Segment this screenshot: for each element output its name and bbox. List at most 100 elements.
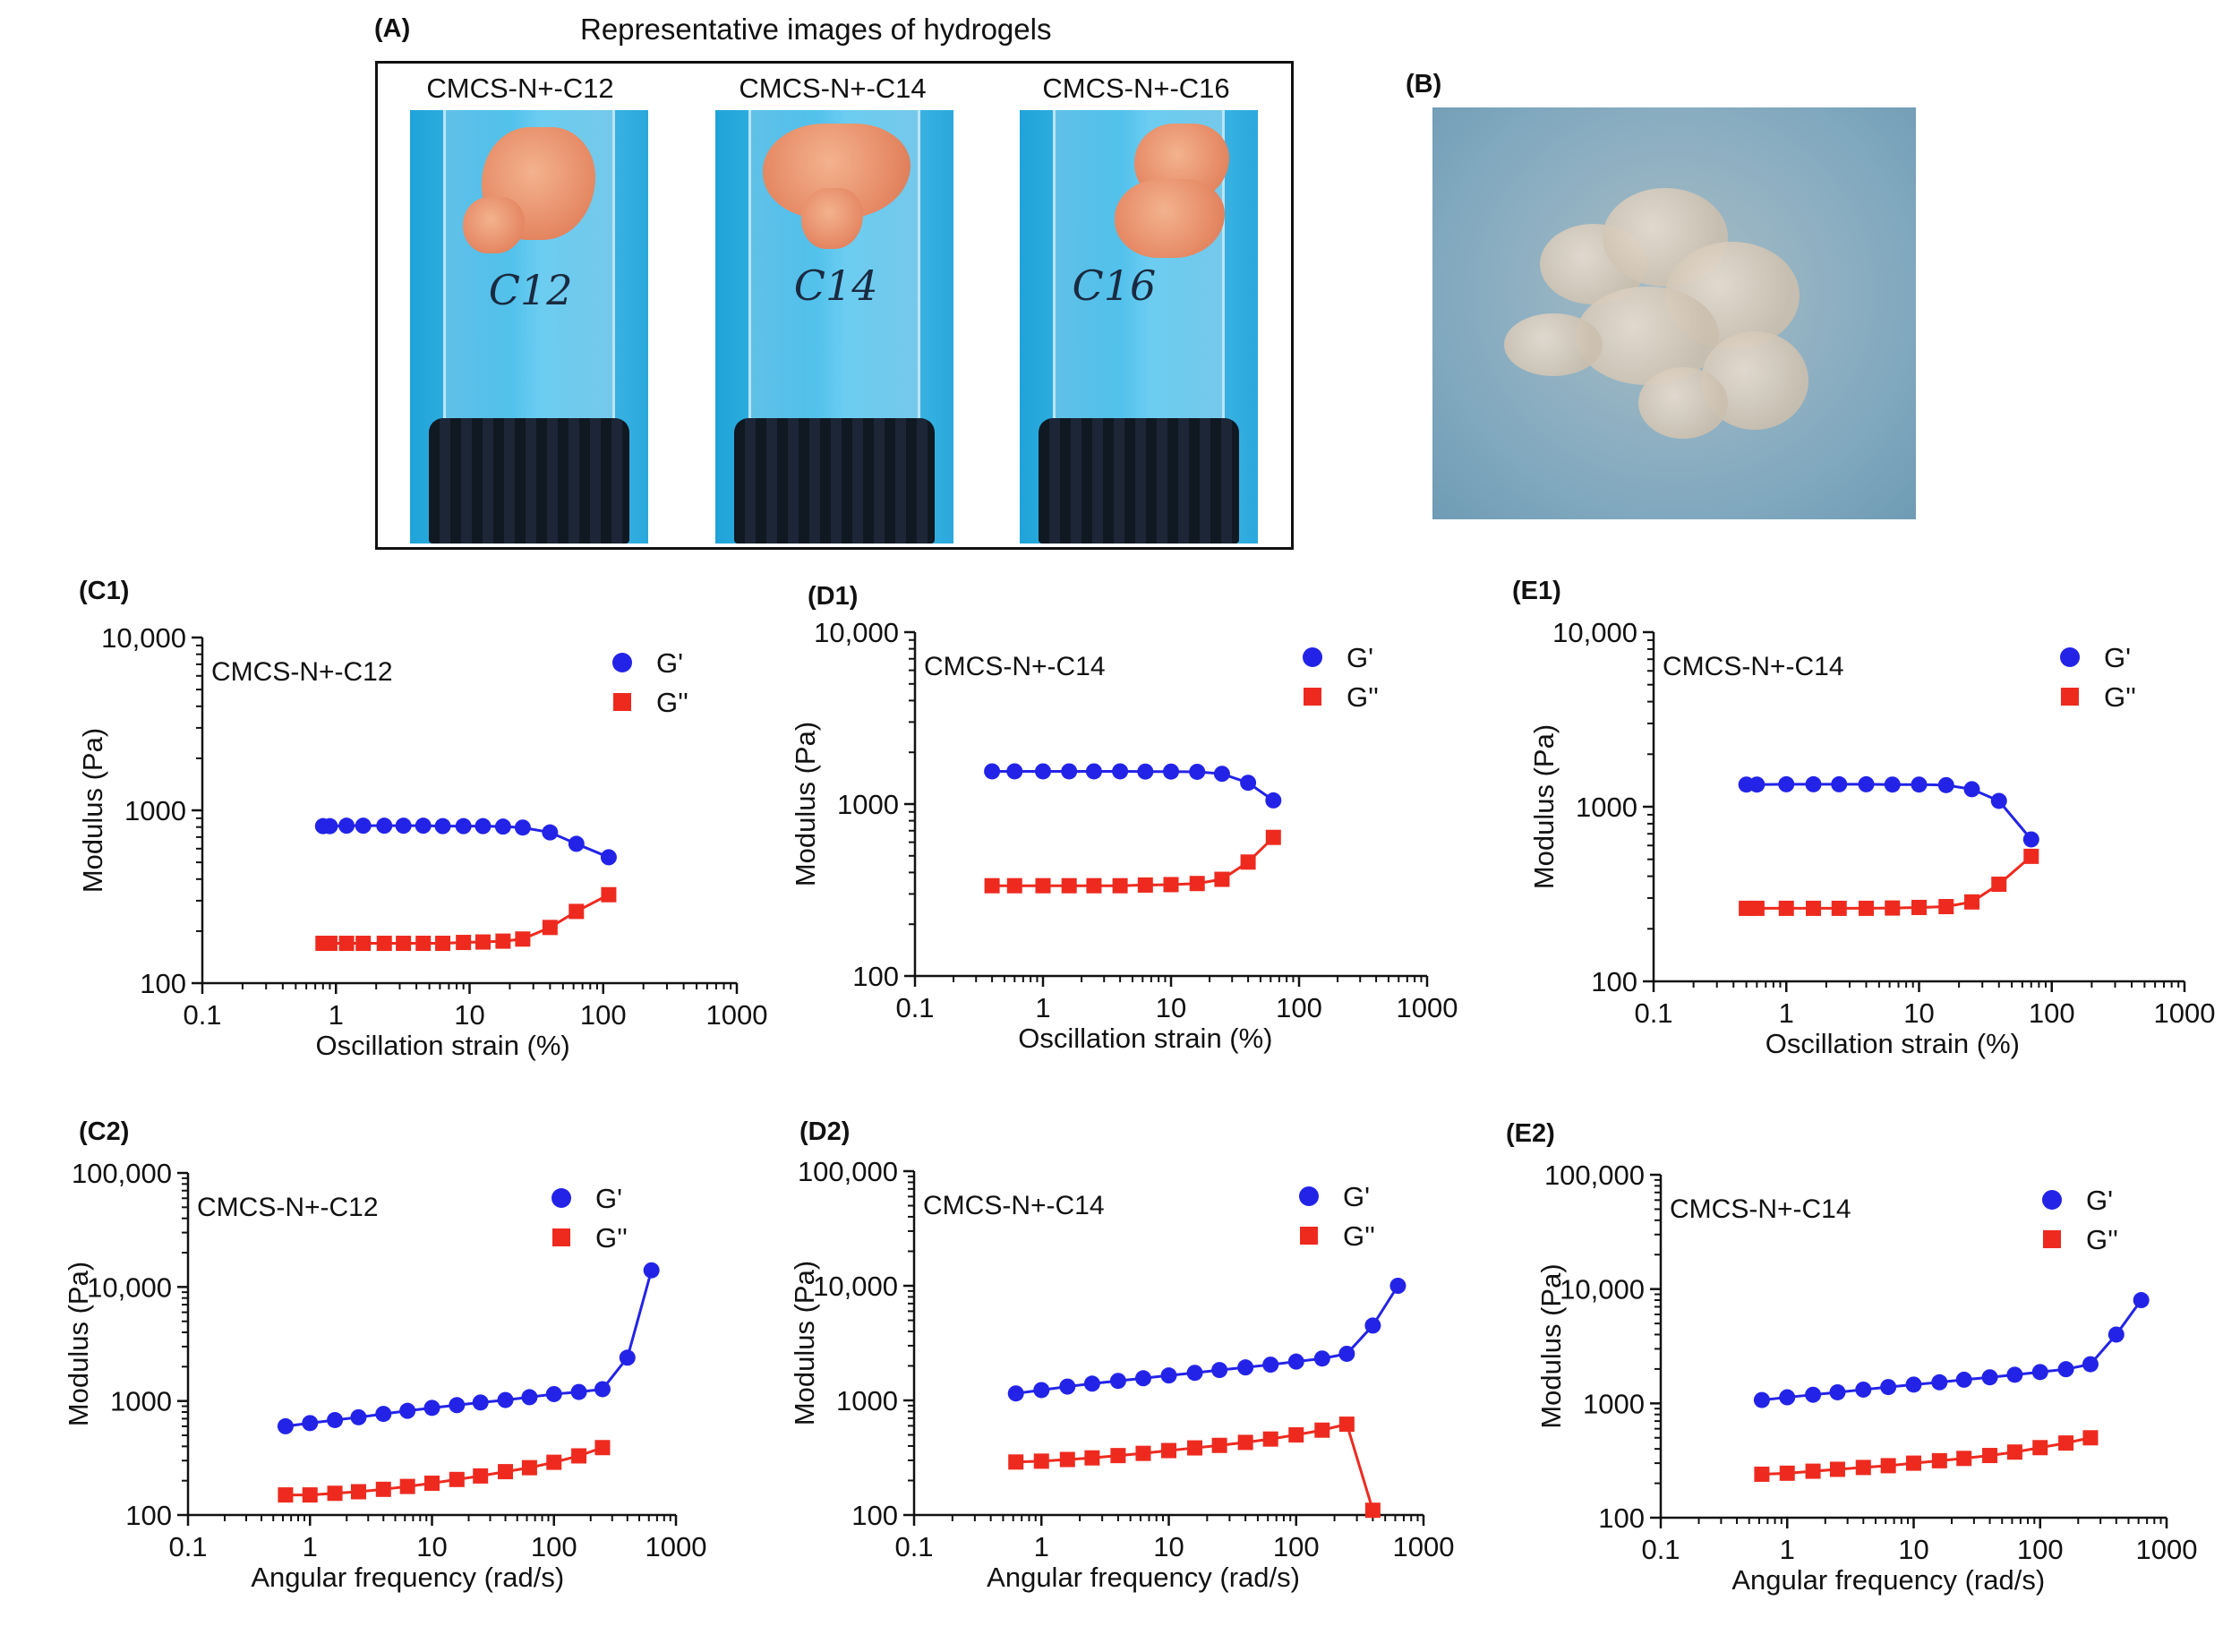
data-point	[1160, 1367, 1177, 1384]
data-point	[1237, 1359, 1254, 1376]
data-point	[542, 824, 559, 841]
data-point	[1061, 877, 1077, 894]
data-point	[302, 1487, 318, 1503]
data-point	[449, 1397, 466, 1414]
data-point	[1931, 1374, 1948, 1391]
legend-marker-circle	[612, 653, 632, 672]
x-tick-label: 1000	[706, 999, 768, 1031]
data-point	[1805, 1386, 1822, 1403]
data-point	[619, 1349, 636, 1366]
panel-e1-letter: (E1)	[1512, 577, 1561, 605]
chart-d1-strain-sweep: 0.1 1 10 100 1000 100 1000 10,000 Oscillation st…	[790, 617, 1458, 1054]
data-point	[2082, 1430, 2099, 1446]
x-tick-label: 10	[1898, 1534, 1928, 1565]
data-point	[350, 1484, 366, 1500]
data-point	[472, 1394, 489, 1411]
x-tick-label: 1	[1035, 992, 1050, 1023]
data-point	[1991, 877, 2007, 893]
data-point	[321, 936, 338, 952]
y-tick-label: 100	[852, 961, 899, 992]
x-tick-label: 1000	[1397, 992, 1458, 1023]
data-point	[1938, 899, 1954, 915]
data-point	[1213, 766, 1230, 783]
y-tick-label: 1000	[836, 1385, 898, 1417]
data-point	[497, 1391, 514, 1408]
data-point	[984, 763, 1001, 780]
y-tick-label: 1000	[124, 795, 186, 826]
data-point	[1806, 900, 1822, 916]
x-tick-label: 100	[1276, 992, 1322, 1023]
legend-label: G''	[595, 1222, 628, 1254]
x-tick-label: 100	[2029, 997, 2075, 1029]
y-tick-label: 100	[1591, 966, 1637, 997]
legend-marker-square	[1304, 688, 1321, 706]
data-point	[435, 936, 451, 952]
y-tick-label: 10,000	[813, 1271, 898, 1302]
y-axis-label: Modulus (Pa)	[63, 1262, 94, 1426]
chart-c2-frequency-sweep: 0.1 1 10 100 1000 100 1000 10,000 100,000 Angular…	[63, 1158, 706, 1593]
data-point	[1007, 1385, 1024, 1402]
data-point	[1956, 1451, 1972, 1467]
data-point	[1035, 877, 1051, 894]
data-point	[1110, 1448, 1126, 1464]
x-tick-label: 100	[1273, 1531, 1320, 1562]
panel-d1-letter: (D1)	[808, 582, 859, 611]
data-point	[1163, 763, 1179, 780]
y-tick-label: 100,000	[1544, 1160, 1645, 1191]
x-tick-label: 10	[1903, 997, 1934, 1029]
data-point	[1061, 763, 1078, 780]
data-point	[594, 1381, 611, 1398]
data-point	[1937, 776, 1954, 793]
panel-c1-letter: (C1)	[79, 577, 130, 605]
data-point	[2082, 1356, 2099, 1373]
y-axis-label: Modulus (Pa)	[790, 722, 821, 886]
x-tick-label: 1	[1780, 1534, 1795, 1565]
panel-e2-letter: (E2)	[1506, 1119, 1555, 1148]
data-point	[1189, 763, 1206, 780]
data-point	[1211, 1362, 1228, 1379]
legend-marker-square	[552, 1228, 570, 1246]
data-point	[1313, 1350, 1330, 1367]
data-point	[2058, 1435, 2074, 1451]
data-point	[1753, 1391, 1770, 1408]
chart-annotation: CMCS-N+-C12	[197, 1193, 379, 1222]
y-tick-label: 100	[140, 968, 186, 999]
data-point	[2057, 1361, 2074, 1378]
data-point	[1364, 1317, 1381, 1334]
data-point	[1086, 877, 1102, 894]
y-axis-label: Modulus (Pa)	[77, 728, 108, 893]
data-point	[1911, 899, 1927, 915]
data-point	[1858, 775, 1875, 792]
x-tick-label: 10	[1153, 1531, 1184, 1562]
legend-marker-circle	[1303, 647, 1322, 667]
data-point	[2032, 1440, 2048, 1456]
hydrogel-sample-photo	[1432, 107, 1916, 519]
data-point	[498, 1464, 514, 1480]
data-point	[1288, 1427, 1304, 1443]
x-tick-label: 1000	[2154, 997, 2216, 1029]
data-point	[1779, 1465, 1795, 1481]
y-axis-label: Modulus (Pa)	[1535, 1263, 1567, 1428]
series-line	[992, 769, 1275, 802]
data-point	[1163, 877, 1179, 893]
data-point	[2006, 1444, 2022, 1460]
data-point	[399, 1402, 416, 1419]
vial-photo-c12: C12	[410, 110, 648, 544]
data-point	[399, 1478, 415, 1494]
x-tick-label: 0.1	[1634, 997, 1672, 1029]
data-point	[570, 1383, 587, 1400]
series-line	[1746, 783, 2032, 841]
data-point	[375, 1481, 391, 1497]
data-point	[514, 819, 531, 836]
hydrogel-photo-frame: CMCS-N+-C12 CMCS-N+-C14 CMCS-N+-C16 C12 …	[375, 61, 1294, 550]
data-point	[1262, 1357, 1279, 1374]
data-point	[355, 936, 372, 952]
vial-photo-c14: C14	[715, 110, 953, 544]
x-tick-label: 0.1	[895, 992, 934, 1023]
panel-b-letter: (B)	[1406, 70, 1442, 98]
data-point	[415, 936, 432, 952]
data-point	[1265, 792, 1282, 809]
data-point	[1240, 854, 1256, 870]
data-point	[1829, 1461, 1845, 1477]
data-point	[376, 817, 393, 835]
